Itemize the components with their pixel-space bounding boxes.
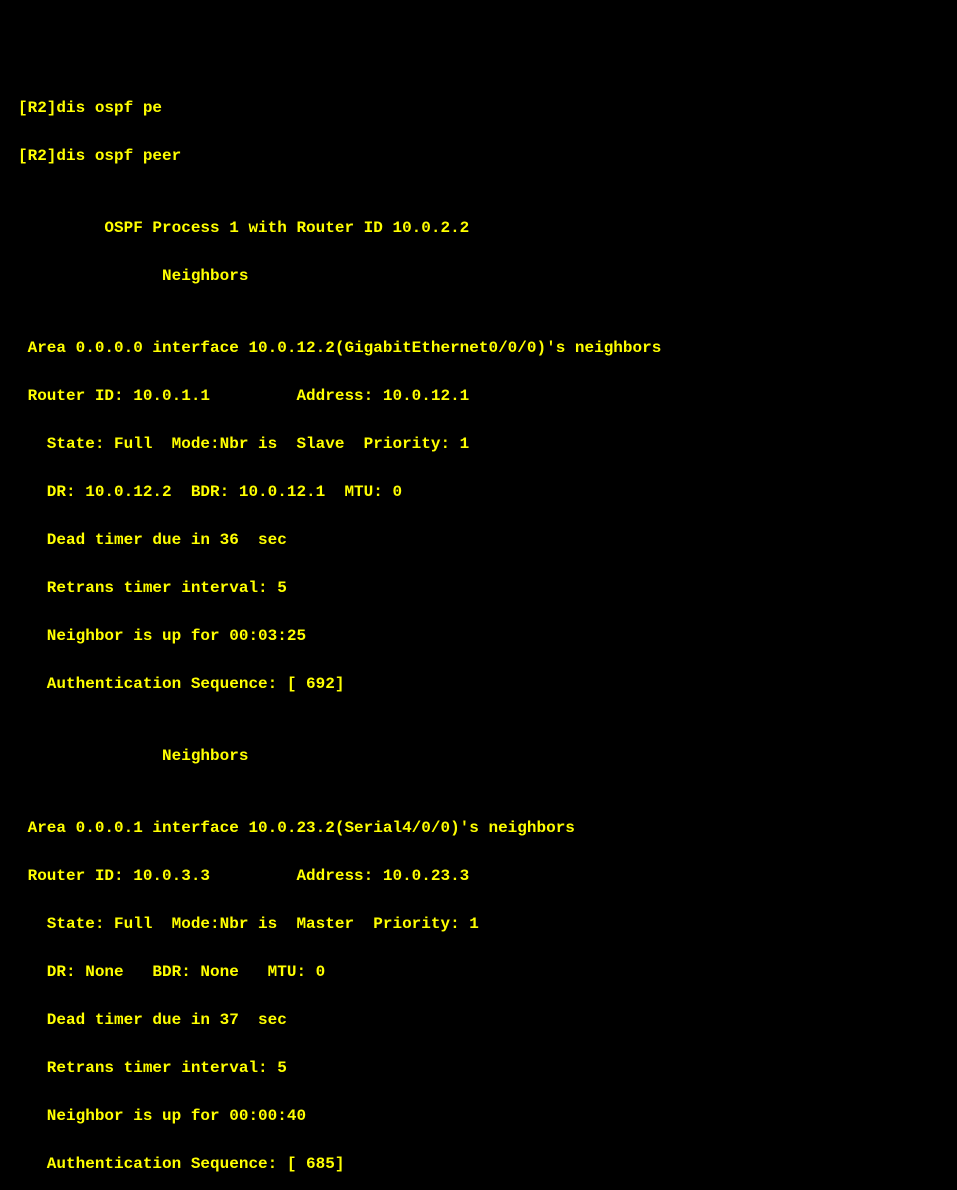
neighbors-label: Neighbors: [18, 264, 939, 288]
area2-routerid: Router ID: 10.0.3.3 Address: 10.0.23.3: [18, 864, 939, 888]
area2-state: State: Full Mode:Nbr is Master Priority:…: [18, 912, 939, 936]
area2-uptime: Neighbor is up for 00:00:40: [18, 1104, 939, 1128]
area1-retrans: Retrans timer interval: 5: [18, 576, 939, 600]
terminal-partial-line: [R2]dis ospf pe: [18, 96, 939, 120]
area1-routerid: Router ID: 10.0.1.1 Address: 10.0.12.1: [18, 384, 939, 408]
area2-retrans: Retrans timer interval: 5: [18, 1056, 939, 1080]
terminal-prompt-line: [R2]dis ospf peer: [18, 144, 939, 168]
area1-dr: DR: 10.0.12.2 BDR: 10.0.12.1 MTU: 0: [18, 480, 939, 504]
area1-header: Area 0.0.0.0 interface 10.0.12.2(Gigabit…: [18, 336, 939, 360]
area2-auth-seq: Authentication Sequence: [ 685]: [18, 1152, 939, 1176]
area1-uptime: Neighbor is up for 00:03:25: [18, 624, 939, 648]
ospf-process-header: OSPF Process 1 with Router ID 10.0.2.2: [18, 216, 939, 240]
area2-dr: DR: None BDR: None MTU: 0: [18, 960, 939, 984]
area1-auth-seq: Authentication Sequence: [ 692]: [18, 672, 939, 696]
area2-dead-timer: Dead timer due in 37 sec: [18, 1008, 939, 1032]
neighbors-label: Neighbors: [18, 744, 939, 768]
area2-header: Area 0.0.0.1 interface 10.0.23.2(Serial4…: [18, 816, 939, 840]
area1-dead-timer: Dead timer due in 36 sec: [18, 528, 939, 552]
area1-state: State: Full Mode:Nbr is Slave Priority: …: [18, 432, 939, 456]
